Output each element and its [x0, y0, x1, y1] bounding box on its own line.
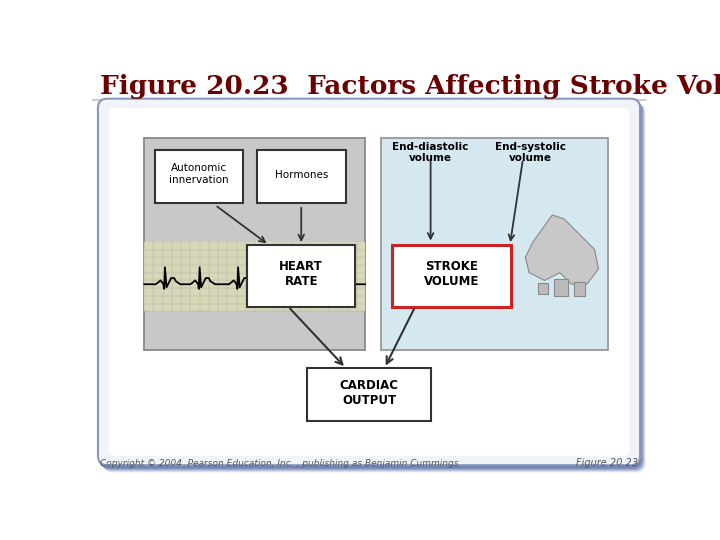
FancyBboxPatch shape	[109, 108, 629, 456]
Text: HEART
RATE: HEART RATE	[279, 260, 323, 288]
Text: Autonomic
innervation: Autonomic innervation	[169, 163, 229, 185]
Bar	[539, 284, 548, 294]
Bar	[381, 138, 608, 350]
Text: End-diastolic
volume: End-diastolic volume	[392, 142, 469, 164]
FancyBboxPatch shape	[99, 99, 641, 468]
FancyBboxPatch shape	[102, 103, 644, 471]
Text: STROKE
VOLUME: STROKE VOLUME	[423, 260, 479, 288]
Bar	[307, 368, 431, 421]
Bar	[392, 245, 511, 307]
Text: Figure 20.23: Figure 20.23	[577, 458, 639, 468]
FancyBboxPatch shape	[104, 104, 645, 472]
FancyBboxPatch shape	[98, 99, 640, 465]
Text: CARDIAC
OUTPUT: CARDIAC OUTPUT	[340, 379, 398, 407]
Bar	[574, 282, 585, 296]
Text: Hormones: Hormones	[274, 170, 328, 180]
FancyBboxPatch shape	[104, 105, 647, 473]
FancyBboxPatch shape	[99, 100, 642, 468]
Polygon shape	[526, 215, 598, 284]
Bar	[257, 150, 346, 204]
FancyBboxPatch shape	[102, 103, 644, 470]
FancyBboxPatch shape	[101, 102, 643, 470]
Text: End-systolic
volume: End-systolic volume	[495, 142, 566, 164]
Text: Figure 20.23  Factors Affecting Stroke Volume: Figure 20.23 Factors Affecting Stroke Vo…	[99, 74, 720, 99]
Text: Copyright © 2004  Pearson Education, Inc. , publishing as Benjamin Cummings: Copyright © 2004 Pearson Education, Inc.…	[99, 460, 458, 468]
Bar	[144, 242, 365, 311]
Bar	[554, 279, 567, 296]
FancyBboxPatch shape	[100, 101, 642, 469]
Bar	[248, 245, 355, 307]
Bar	[144, 138, 365, 350]
Bar	[155, 150, 243, 204]
